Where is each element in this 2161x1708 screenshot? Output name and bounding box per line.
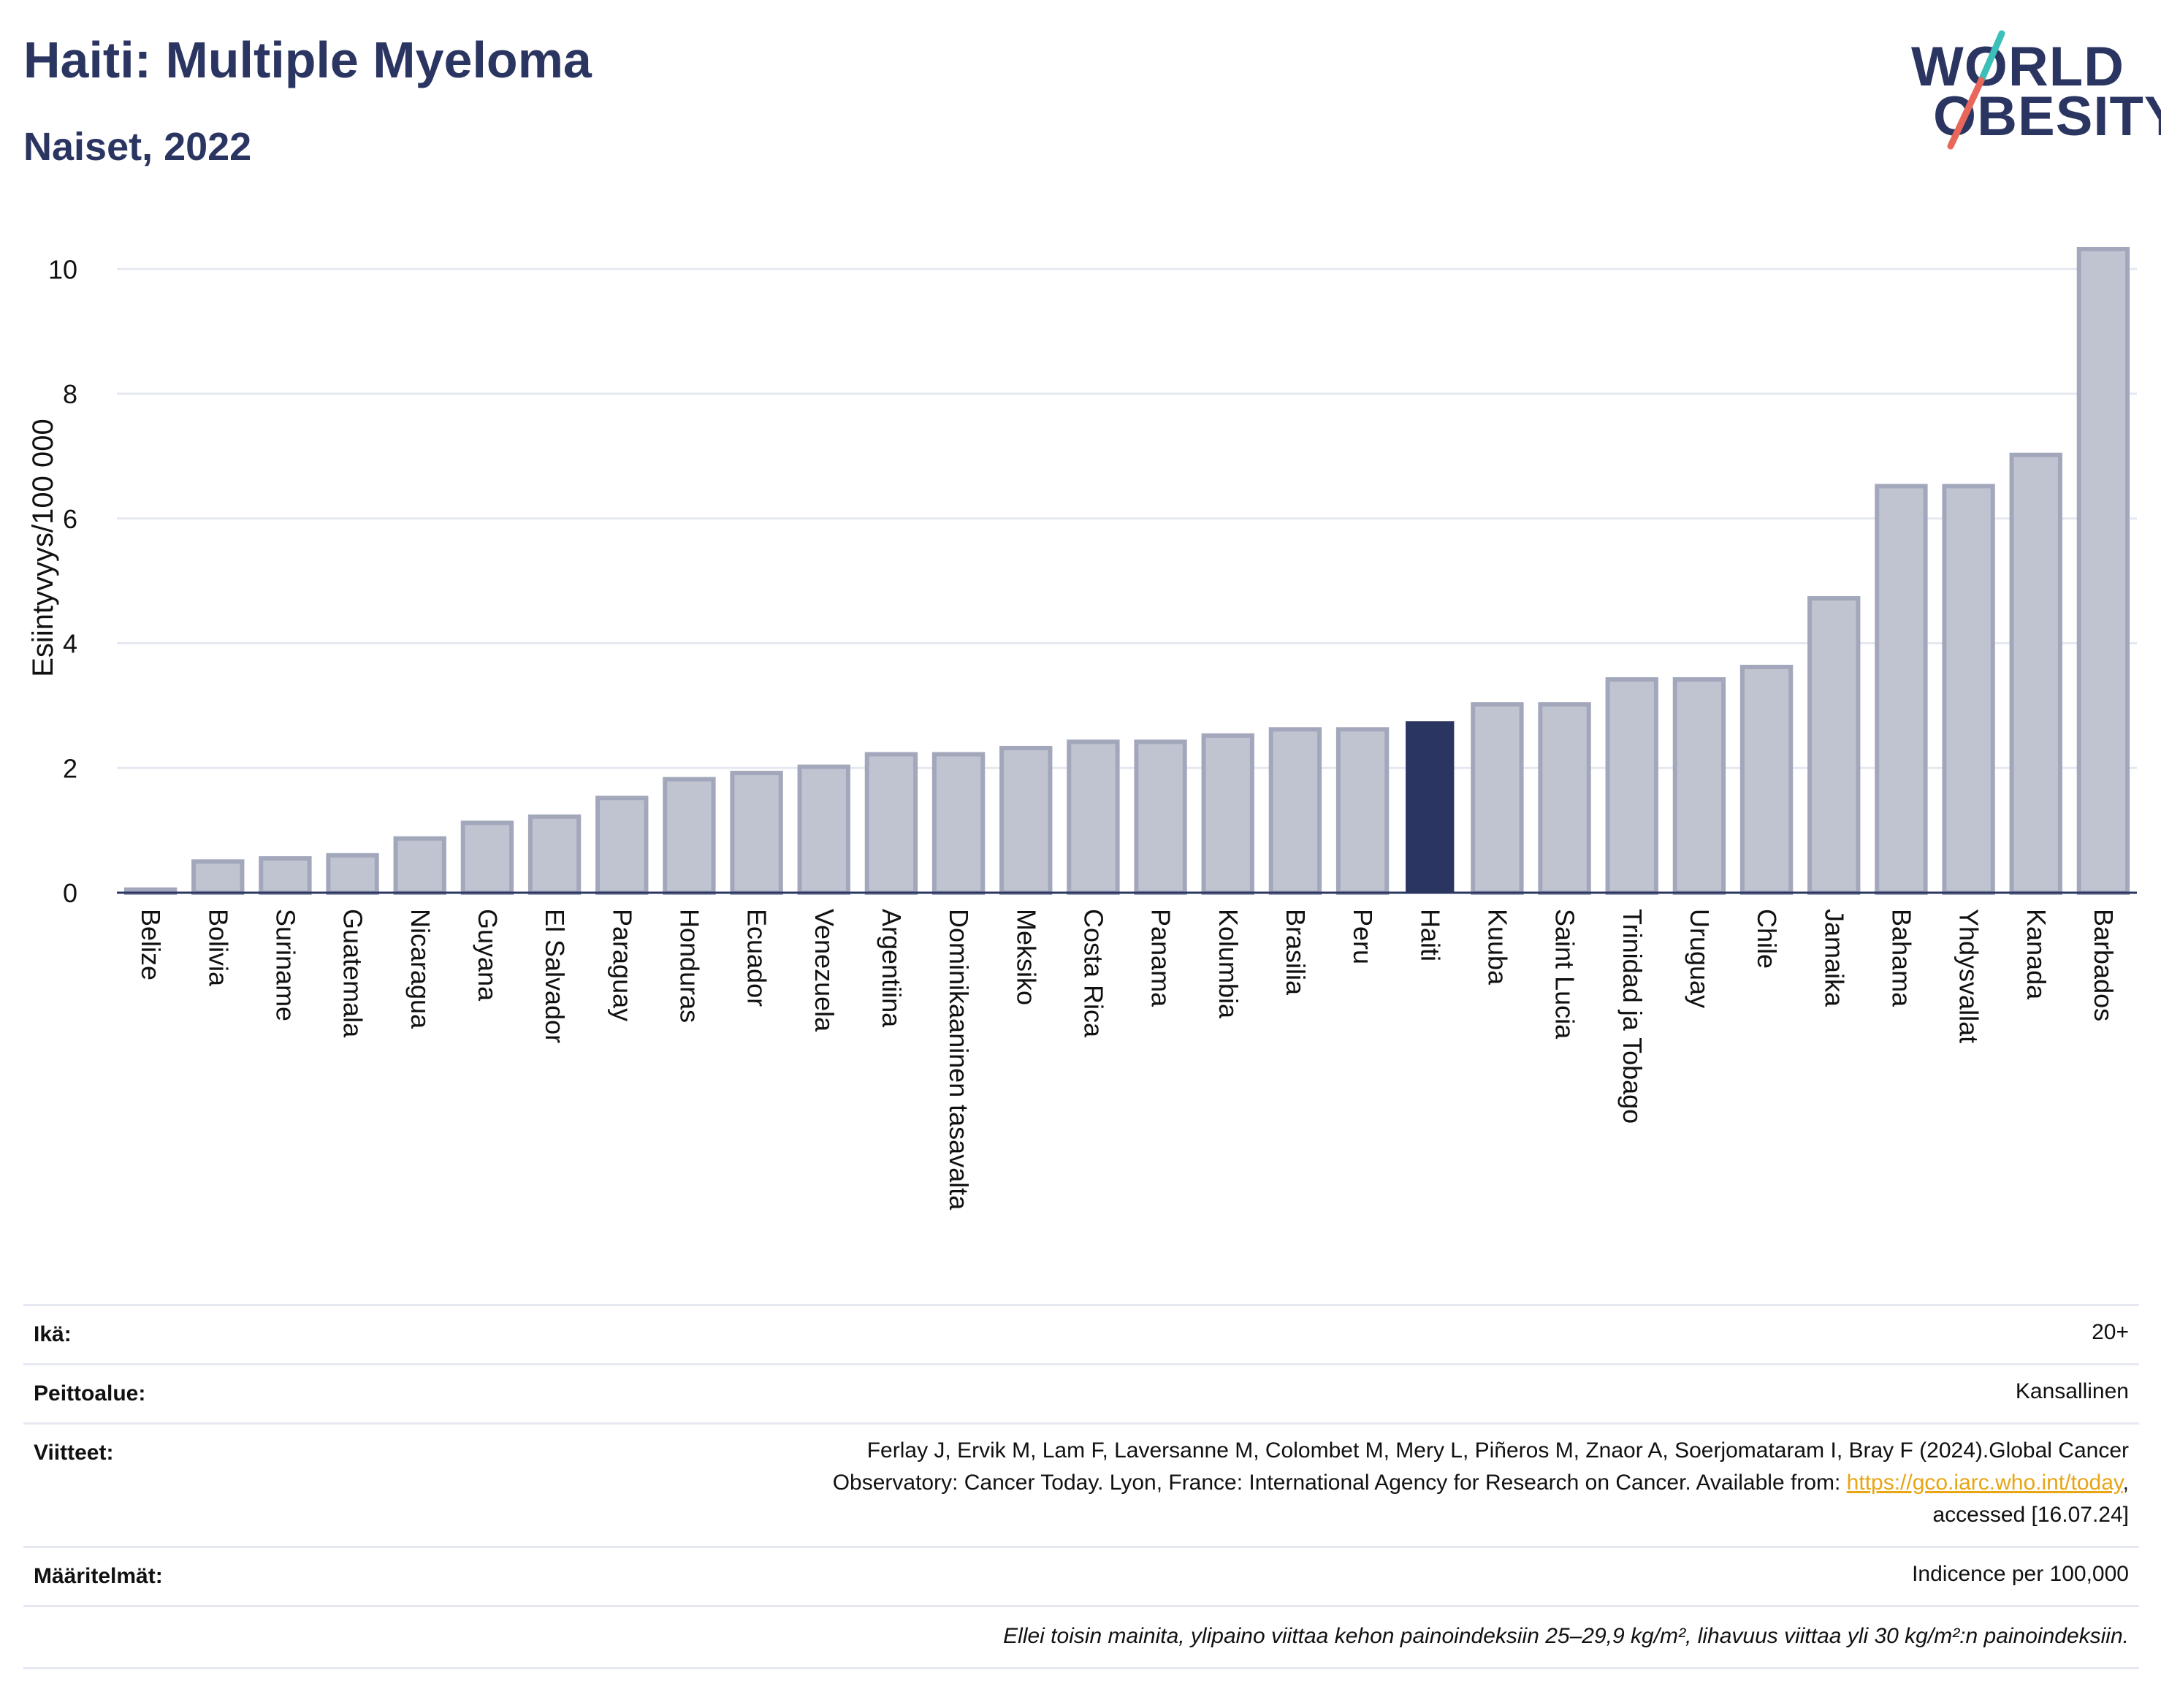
meta-row-definitions: Määritelmät: Indicence per 100,000: [23, 1546, 2139, 1605]
bar-chile: [1739, 664, 1794, 896]
bars: [123, 246, 2130, 896]
x-tick-label: Haiti: [1415, 909, 1445, 961]
references-value: Ferlay J, Ervik M, Lam F, Laversanne M, …: [833, 1435, 2129, 1531]
y-tick-label: 8: [63, 379, 77, 409]
footnote: Ellei toisin mainita, ylipaino viittaa k…: [1003, 1624, 2129, 1648]
logo-slash-icon: [1947, 30, 2005, 150]
x-tick-label: Meksiko: [1011, 909, 1041, 1005]
bar-haiti: [1406, 721, 1455, 893]
bar-barbados: [2076, 246, 2130, 895]
bar-bolivia: [191, 859, 245, 896]
bar-dominikaaninen-tasavalta: [931, 752, 986, 895]
bar-costa-rica: [1067, 739, 1120, 895]
bar-honduras: [663, 777, 716, 896]
definitions-value: Indicence per 100,000: [1912, 1562, 2129, 1586]
x-tick-label: Panama: [1146, 909, 1176, 1007]
x-tick-label: Ecuador: [742, 909, 772, 1007]
meta-row-note: Ellei toisin mainita, ylipaino viittaa k…: [23, 1605, 2139, 1669]
bar-kuuba: [1471, 702, 1524, 895]
bar-chart: 0 2 4 6 8 10 Belize Bolivia Suriname Guatemala Ni…: [27, 246, 2137, 1211]
references-line-3: accessed [16.07.24]: [1932, 1503, 2129, 1527]
grid-lines: [117, 267, 2137, 769]
references-line-2-end: ,: [2122, 1471, 2129, 1495]
x-tick-label: Nicaragua: [405, 909, 435, 1029]
references-line-1: Ferlay J, Ervik M, Lam F, Laversanne M, …: [866, 1438, 2129, 1463]
x-tick-label: Paraguay: [607, 909, 637, 1021]
bar-meksiko: [999, 745, 1053, 895]
y-axis-title: Esiintyvyys/100 000: [27, 419, 59, 677]
bar-ecuador: [730, 771, 783, 895]
x-tick-label: El Salvador: [540, 909, 570, 1043]
bar-argentiina: [864, 752, 918, 895]
logo-line-1: WORLD: [1911, 36, 2125, 98]
x-tick-label: Suriname: [270, 909, 300, 1021]
bar-jamaika: [1807, 596, 1861, 896]
x-tick-label: Kuuba: [1482, 909, 1512, 985]
x-tick-label: Costa Rica: [1078, 909, 1108, 1038]
y-tick-label: 10: [48, 254, 77, 284]
x-tick-label: Bolivia: [203, 909, 233, 987]
bar-peru: [1335, 727, 1390, 896]
x-tick-label: Guatemala: [338, 909, 368, 1038]
x-tick-label: Barbados: [2089, 909, 2119, 1021]
y-tick-label: 0: [63, 878, 77, 908]
metadata-table: Ikä: 20+ Peittoalue: Kansallinen Viittee…: [23, 1304, 2139, 1669]
meta-row-references: Viitteet: Ferlay J, Ervik M, Lam F, Lave…: [23, 1422, 2139, 1546]
bar-guyana: [460, 820, 514, 895]
x-tick-label: Yhdysvallat: [1954, 909, 1984, 1043]
x-tick-label: Saint Lucia: [1550, 909, 1580, 1040]
x-tick-label: Venezuela: [809, 909, 839, 1032]
bar-nicaragua: [393, 836, 446, 896]
bar-paraguay: [595, 796, 649, 896]
x-tick-label: Dominikaaninen tasavalta: [944, 909, 974, 1211]
x-tick-label: Argentiina: [877, 909, 907, 1028]
bar-saint-lucia: [1538, 702, 1591, 895]
x-tick-label: Kanada: [2021, 909, 2051, 1000]
x-tick-label: Honduras: [674, 909, 704, 1023]
x-tick-label: Bahama: [1886, 909, 1916, 1007]
bar-uruguay: [1672, 677, 1726, 895]
x-tick-label: Jamaika: [1819, 909, 1849, 1007]
y-tick-label: 4: [63, 629, 77, 659]
y-tick-label: 6: [63, 504, 77, 534]
references-line-2: Observatory: Cancer Today. Lyon, France:…: [833, 1467, 2129, 1499]
references-key: Viitteet:: [34, 1441, 114, 1465]
x-tick-label: Chile: [1752, 909, 1782, 969]
coverage-key: Peittoalue:: [34, 1381, 146, 1406]
coverage-value: Kansallinen: [2015, 1379, 2129, 1403]
bar-trinidad-ja-tobago: [1605, 677, 1658, 895]
x-tick-label: Peru: [1348, 909, 1378, 964]
bar-el-salvador: [527, 814, 582, 895]
bar-bahama: [1875, 484, 1928, 895]
x-tick-label: Uruguay: [1685, 909, 1715, 1008]
references-link[interactable]: https://gco.iarc.who.int/today: [1846, 1471, 2123, 1495]
age-value: 20+: [2092, 1320, 2129, 1344]
bar-yhdysvallat: [1942, 484, 1995, 895]
bar-panama: [1134, 739, 1187, 895]
bar-suriname: [259, 856, 312, 895]
page-subtitle: Naiset, 2022: [23, 125, 252, 169]
bar-venezuela: [797, 764, 850, 896]
x-tick-label: Brasilia: [1281, 909, 1311, 996]
bar-kolumbia: [1201, 733, 1254, 895]
x-tick-labels: Belize Bolivia Suriname Guatemala Nicaragua G…: [136, 909, 2119, 1211]
bar-guatemala: [326, 853, 379, 896]
x-tick-label: Trinidad ja Tobago: [1617, 909, 1647, 1124]
page-title: Haiti: Multiple Myeloma: [23, 31, 592, 88]
y-tick-labels: 0 2 4 6 8 10: [48, 254, 77, 908]
age-key: Ikä:: [34, 1322, 72, 1346]
x-tick-label: Kolumbia: [1213, 909, 1243, 1019]
meta-row-age: Ikä: 20+: [23, 1304, 2139, 1363]
bar-kanada: [2009, 452, 2062, 895]
x-tick-label: Guyana: [473, 909, 503, 1002]
definitions-key: Määritelmät:: [34, 1564, 163, 1588]
meta-row-coverage: Peittoalue: Kansallinen: [23, 1363, 2139, 1422]
world-obesity-logo: WORLD OBESITY: [1899, 29, 2161, 161]
bar-brasilia: [1268, 727, 1322, 896]
x-tick-label: Belize: [136, 909, 166, 980]
y-tick-label: 2: [63, 753, 77, 783]
references-line-2-text: Observatory: Cancer Today. Lyon, France:…: [832, 1471, 1847, 1495]
